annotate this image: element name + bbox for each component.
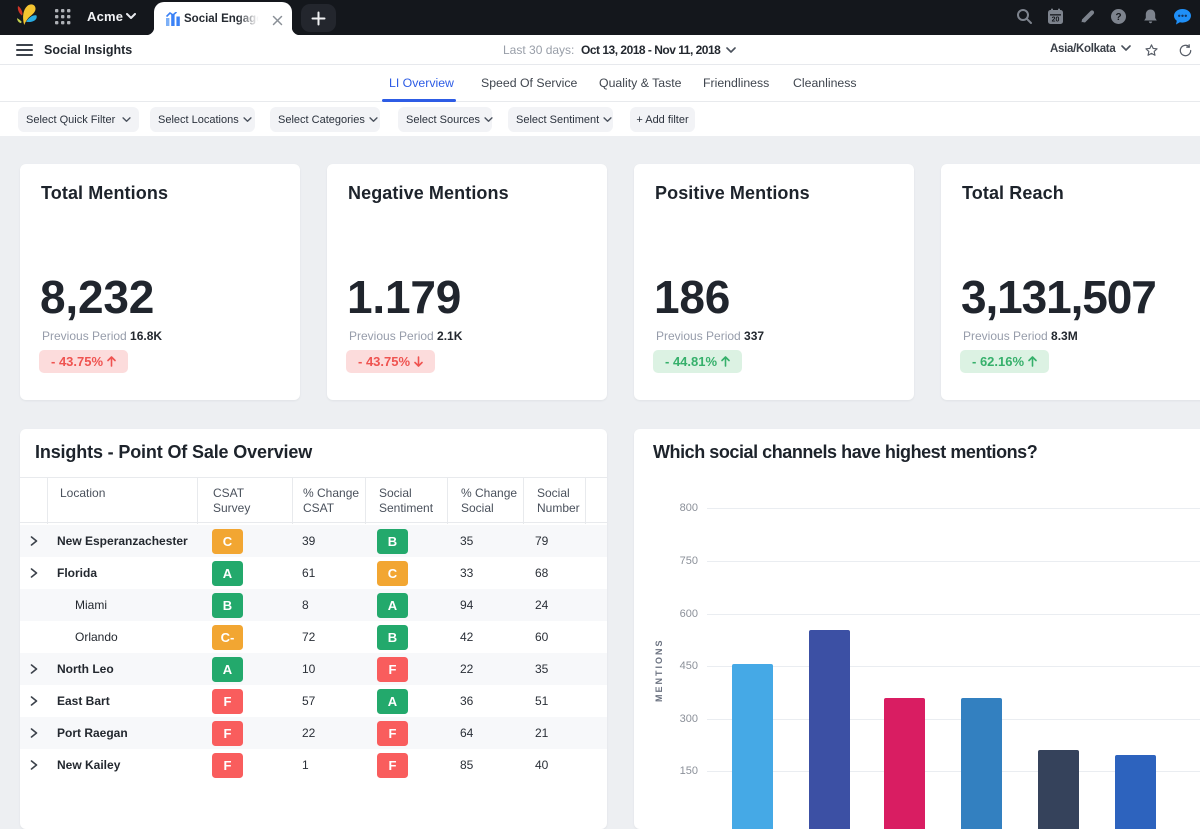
svg-text:?: ? bbox=[1115, 12, 1121, 23]
svg-text:20: 20 bbox=[1052, 17, 1060, 24]
